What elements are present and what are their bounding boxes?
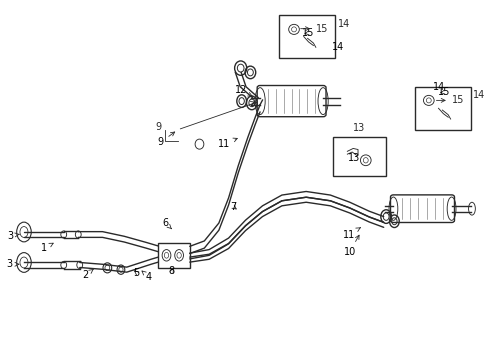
Text: 8: 8 — [168, 266, 175, 276]
Text: 9: 9 — [157, 132, 174, 147]
Text: 14: 14 — [432, 82, 445, 92]
Text: 15: 15 — [302, 28, 314, 38]
Text: 6: 6 — [162, 218, 171, 229]
Text: 11: 11 — [342, 228, 360, 239]
Text: 4: 4 — [142, 271, 151, 282]
Text: 2: 2 — [82, 269, 94, 280]
Text: 5: 5 — [133, 267, 139, 278]
Text: 15: 15 — [300, 24, 327, 34]
Text: 13: 13 — [347, 153, 359, 163]
Text: 13: 13 — [353, 123, 365, 133]
Text: 9: 9 — [155, 122, 161, 132]
Bar — [414, 87, 470, 130]
Text: 12: 12 — [234, 85, 252, 96]
Bar — [279, 15, 335, 58]
Text: 14: 14 — [331, 42, 343, 52]
Text: 14: 14 — [337, 19, 349, 29]
Text: 3: 3 — [7, 231, 19, 240]
Text: 14: 14 — [472, 90, 485, 100]
Text: 10: 10 — [343, 235, 358, 257]
Text: 15: 15 — [435, 95, 463, 105]
Bar — [332, 137, 386, 176]
Text: 11: 11 — [217, 138, 237, 149]
Text: 7: 7 — [230, 202, 236, 212]
Bar — [158, 243, 189, 268]
Text: 3: 3 — [6, 259, 19, 269]
Text: 1: 1 — [41, 243, 53, 253]
Text: 15: 15 — [437, 87, 449, 97]
